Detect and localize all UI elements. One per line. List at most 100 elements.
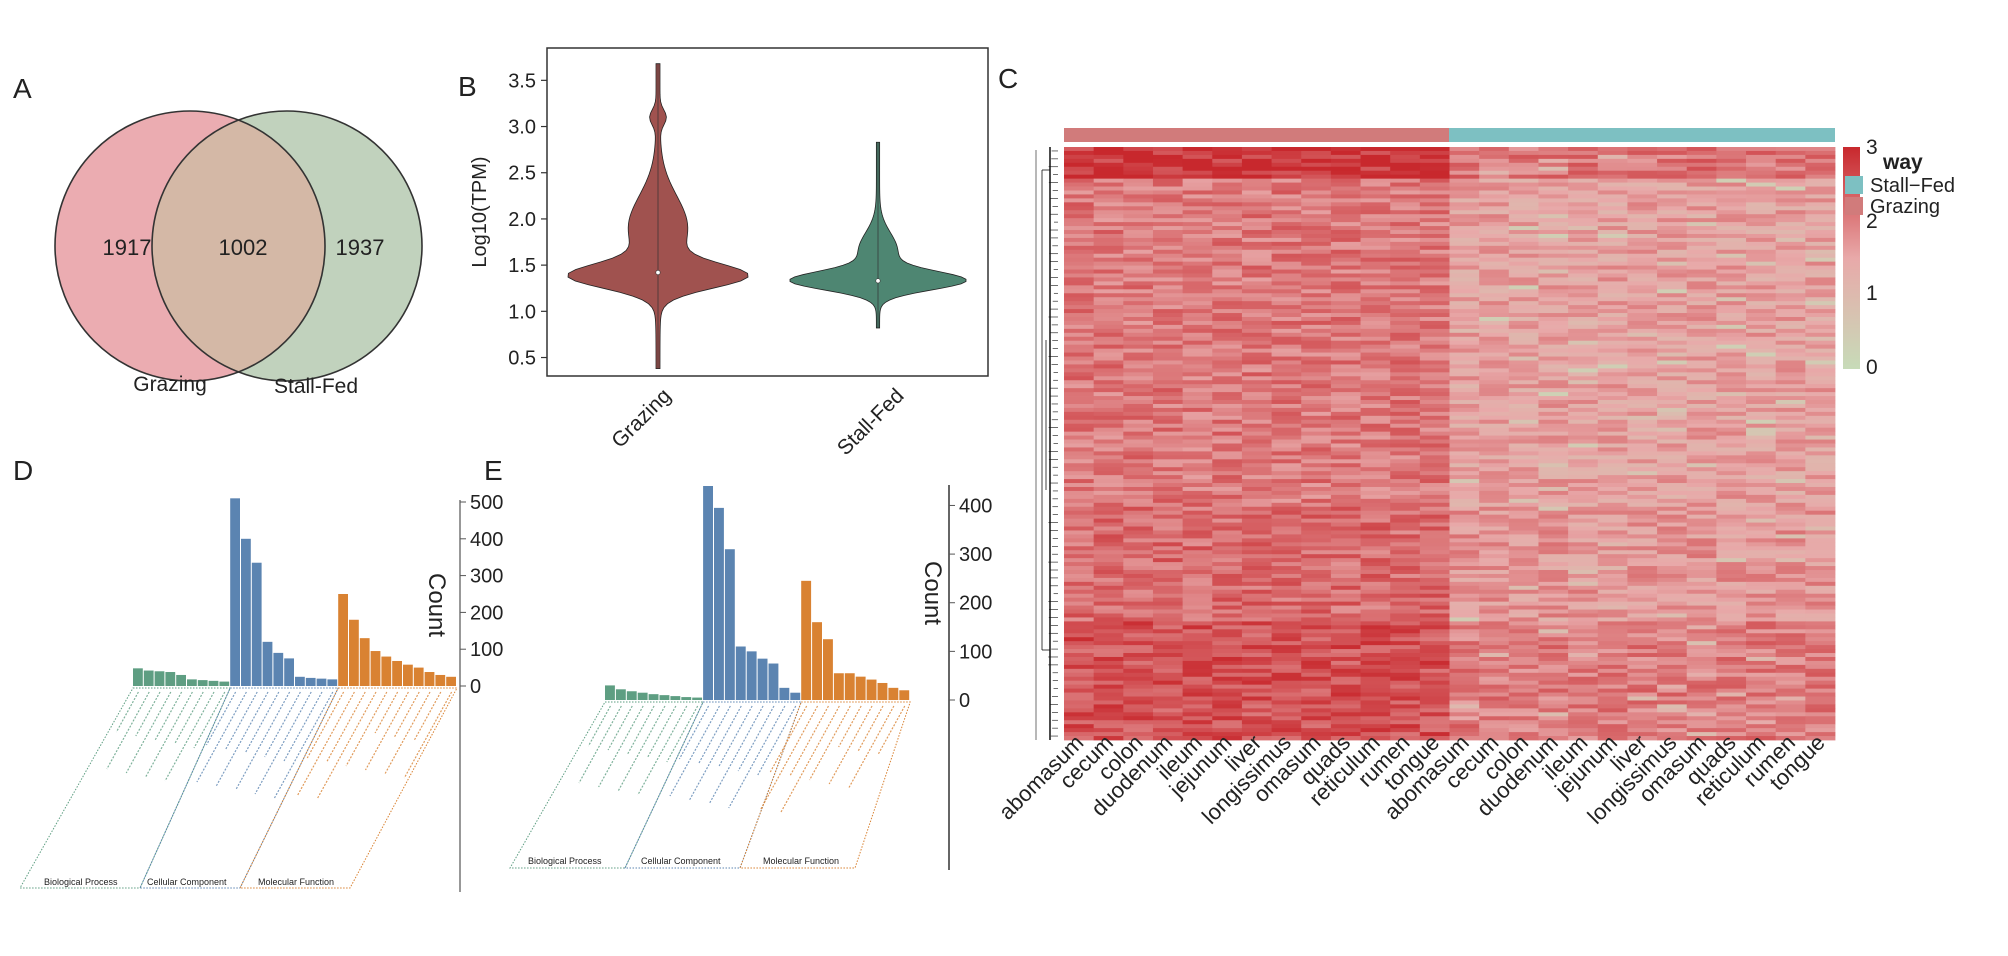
heatmap-cell — [1627, 653, 1658, 658]
heatmap-cell — [1152, 550, 1184, 555]
heatmap-cell — [1390, 206, 1421, 211]
heatmap-cell — [1241, 645, 1272, 650]
violin-median-dot — [875, 278, 881, 284]
heatmap-cell — [1330, 660, 1361, 666]
heatmap-cell — [1390, 305, 1421, 310]
heatmap-cell — [1182, 166, 1213, 172]
heatmap-cell — [1775, 407, 1806, 413]
heatmap-cell — [1597, 712, 1628, 717]
panel-label-c: C — [998, 63, 1018, 94]
heatmap-cell — [1330, 518, 1361, 523]
heatmap-cell — [1449, 502, 1480, 508]
heatmap-cell — [1657, 570, 1688, 575]
heatmap-cell — [1152, 400, 1184, 405]
heatmap-cell — [1301, 174, 1332, 180]
heatmap-cell — [1152, 269, 1184, 274]
heatmap-cell — [1479, 174, 1510, 180]
heatmap-cell — [1271, 301, 1302, 306]
heatmap-cell — [1746, 672, 1777, 678]
heatmap-cell — [1064, 732, 1095, 737]
heatmap-cell — [1360, 324, 1391, 330]
heatmap-cell — [1657, 400, 1688, 405]
heatmap-cell — [1686, 222, 1717, 227]
heatmap-cell — [1419, 601, 1450, 606]
heatmap-cell — [1568, 269, 1599, 274]
heatmap-cell — [1508, 546, 1539, 551]
heatmap-cell — [1686, 360, 1717, 365]
heatmap-cell — [1775, 577, 1806, 583]
heatmap-cell — [1093, 736, 1124, 741]
heatmap-cell — [1568, 518, 1599, 523]
heatmap-cell — [1212, 471, 1243, 476]
heatmap-cell — [1538, 566, 1569, 571]
heatmap-cell — [1716, 609, 1747, 614]
heatmap-cell — [1419, 403, 1450, 409]
heatmap-cell — [1746, 435, 1777, 440]
heatmap-cell — [1330, 653, 1361, 658]
heatmap-cell — [1419, 716, 1450, 721]
heatmap-cell — [1271, 305, 1302, 310]
heatmap-cell — [1538, 190, 1569, 195]
heatmap-cell — [1301, 451, 1332, 456]
heatmap-cell — [1064, 684, 1095, 690]
go-term-label — [345, 691, 388, 767]
heatmap-cell — [1360, 680, 1391, 686]
heatmap-cell — [1301, 186, 1332, 191]
heatmap-cell — [1746, 613, 1777, 618]
heatmap-cell — [1212, 293, 1243, 298]
heatmap-cell — [1746, 728, 1777, 733]
heatmap-cell — [1627, 277, 1658, 282]
heatmap-cell — [1597, 423, 1628, 429]
heatmap-cell — [1123, 214, 1154, 219]
heatmap-cell — [1716, 273, 1747, 278]
heatmap-cell — [1538, 174, 1569, 180]
heatmap-cell — [1449, 554, 1480, 559]
heatmap-cell — [1301, 641, 1332, 646]
heatmap-cell — [1182, 668, 1213, 674]
heatmap-cell — [1746, 340, 1777, 346]
heatmap-cell — [1597, 344, 1628, 350]
heatmap-cell — [1301, 585, 1332, 591]
heatmap-cell — [1775, 273, 1806, 278]
heatmap-cell — [1449, 716, 1480, 721]
heatmap-cell — [1479, 273, 1510, 278]
heatmap-cell — [1123, 605, 1154, 610]
heatmap-cell — [1597, 522, 1628, 527]
heatmap-cell — [1538, 451, 1569, 456]
heatmap-cell — [1805, 443, 1836, 448]
heatmap-cell — [1271, 498, 1302, 504]
heatmap-cell — [1538, 198, 1569, 203]
heatmap-cell — [1597, 546, 1628, 551]
heatmap-cell — [1182, 356, 1213, 361]
heatmap-cell — [1805, 629, 1836, 634]
heatmap-cell — [1301, 601, 1332, 606]
heatmap-cell — [1152, 297, 1184, 302]
heatmap-cell — [1152, 230, 1184, 235]
heatmap-cell — [1775, 605, 1806, 610]
heatmap-cell — [1597, 573, 1628, 579]
heatmap-cell — [1123, 316, 1154, 322]
heatmap-cell — [1212, 443, 1243, 448]
heatmap-cell — [1805, 510, 1836, 516]
heatmap-cell — [1568, 601, 1599, 606]
heatmap-cell — [1686, 486, 1717, 492]
heatmap-cell — [1182, 467, 1213, 472]
heatmap-cell — [1360, 230, 1391, 235]
heatmap-cell — [1657, 498, 1688, 504]
heatmap-cell — [1152, 423, 1184, 429]
go-bar-bp — [681, 697, 692, 700]
heatmap-cell — [1657, 230, 1688, 235]
heatmap-cell — [1093, 668, 1124, 674]
heatmap-cell — [1449, 313, 1480, 318]
heatmap-cell — [1182, 645, 1213, 650]
heatmap-cell — [1479, 396, 1510, 401]
heatmap-cell — [1449, 732, 1480, 737]
heatmap-cell — [1657, 605, 1688, 610]
heatmap-cell — [1508, 289, 1539, 294]
heatmap-cell — [1538, 281, 1569, 286]
heatmap-cell — [1508, 538, 1539, 543]
heatmap-cell — [1212, 720, 1243, 725]
heatmap-cell — [1627, 637, 1658, 642]
heatmap-cell — [1064, 526, 1095, 531]
heatmap-cell — [1479, 392, 1510, 397]
